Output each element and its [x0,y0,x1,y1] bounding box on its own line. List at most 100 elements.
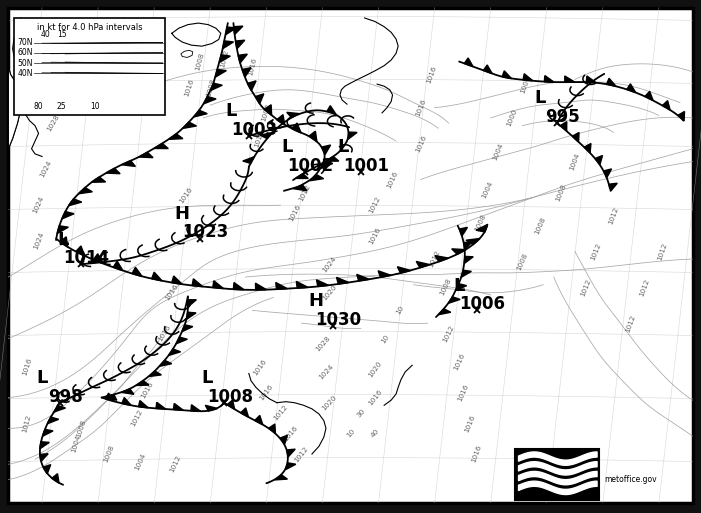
Text: 1012: 1012 [579,278,592,297]
Polygon shape [449,297,460,303]
Text: 1001: 1001 [343,156,390,175]
Polygon shape [62,211,74,219]
Text: 1008: 1008 [261,103,272,123]
Text: 1012: 1012 [219,49,229,69]
Polygon shape [255,283,266,290]
Text: 40: 40 [41,30,50,40]
Polygon shape [277,115,285,125]
Polygon shape [47,417,59,424]
Text: 70N: 70N [18,38,33,47]
Text: 1014: 1014 [63,249,109,267]
Polygon shape [154,143,168,149]
Text: 1028: 1028 [52,70,67,89]
Polygon shape [287,449,295,457]
Polygon shape [326,156,339,161]
Polygon shape [233,26,243,34]
Polygon shape [193,110,207,117]
Text: 1012: 1012 [254,129,265,148]
Polygon shape [121,161,135,166]
Polygon shape [292,123,301,133]
Polygon shape [210,83,222,91]
Polygon shape [118,18,128,24]
Polygon shape [544,75,554,82]
Polygon shape [226,27,236,35]
Text: 25: 25 [57,102,67,111]
Text: 1016: 1016 [414,98,427,117]
Polygon shape [466,239,480,245]
Polygon shape [169,134,183,140]
Text: 1012: 1012 [590,242,602,261]
Text: 40: 40 [369,428,381,439]
Text: 1016: 1016 [247,57,257,76]
Polygon shape [104,394,117,400]
Polygon shape [438,309,451,315]
Polygon shape [242,68,251,77]
Text: 1004: 1004 [569,152,581,171]
Polygon shape [186,312,196,319]
Text: 1008: 1008 [207,387,253,406]
Polygon shape [247,81,256,91]
Polygon shape [136,381,149,385]
Text: 1016: 1016 [287,203,301,223]
Text: 1012: 1012 [272,404,289,422]
Text: 1030: 1030 [315,310,362,329]
Polygon shape [203,96,216,104]
Polygon shape [212,281,224,288]
Polygon shape [8,18,21,149]
Text: 1016: 1016 [21,357,32,377]
Polygon shape [236,40,245,49]
Polygon shape [451,249,466,254]
Text: 1024: 1024 [39,160,53,179]
Polygon shape [416,262,430,268]
Text: 1016: 1016 [367,388,383,407]
Text: 1008: 1008 [194,52,205,71]
Text: metoffice.gov: metoffice.gov [604,475,657,484]
Text: 10: 10 [345,428,356,439]
Polygon shape [275,283,287,289]
Text: 1020: 1020 [321,283,338,302]
Polygon shape [122,398,131,405]
Text: 1000: 1000 [519,75,532,94]
Polygon shape [219,55,231,63]
Polygon shape [151,272,162,281]
Text: 1012: 1012 [607,206,620,225]
Polygon shape [295,174,308,179]
Polygon shape [584,144,591,153]
Polygon shape [238,54,247,63]
Text: 1012: 1012 [428,249,442,269]
Text: 1012: 1012 [298,183,312,202]
Polygon shape [191,405,200,411]
Text: L: L [282,138,293,156]
Polygon shape [627,84,636,92]
Text: 1028: 1028 [46,113,60,133]
Text: H: H [175,205,190,223]
Text: 1006: 1006 [459,295,505,313]
Text: 1008: 1008 [438,278,452,297]
Polygon shape [52,473,59,483]
Text: 1016: 1016 [140,380,154,400]
Polygon shape [240,408,249,417]
Polygon shape [264,105,271,115]
Text: 1028: 1028 [314,335,331,352]
Text: 1008: 1008 [516,252,529,271]
Text: 1016: 1016 [386,170,399,189]
Polygon shape [215,69,226,77]
Text: 1004: 1004 [134,452,147,471]
Polygon shape [83,25,121,96]
Text: 1012: 1012 [130,408,144,428]
Polygon shape [378,271,391,278]
Polygon shape [461,270,471,277]
Polygon shape [260,132,273,139]
Bar [515,449,599,500]
Text: 1004: 1004 [491,142,504,161]
Polygon shape [348,132,357,139]
Polygon shape [293,185,307,191]
Text: 1012: 1012 [294,445,309,463]
Text: 1008: 1008 [533,216,546,235]
Polygon shape [173,403,183,410]
Polygon shape [188,300,196,307]
Text: 1012: 1012 [21,413,32,433]
Text: 1020: 1020 [367,360,383,379]
Polygon shape [68,63,104,95]
Polygon shape [121,389,134,394]
